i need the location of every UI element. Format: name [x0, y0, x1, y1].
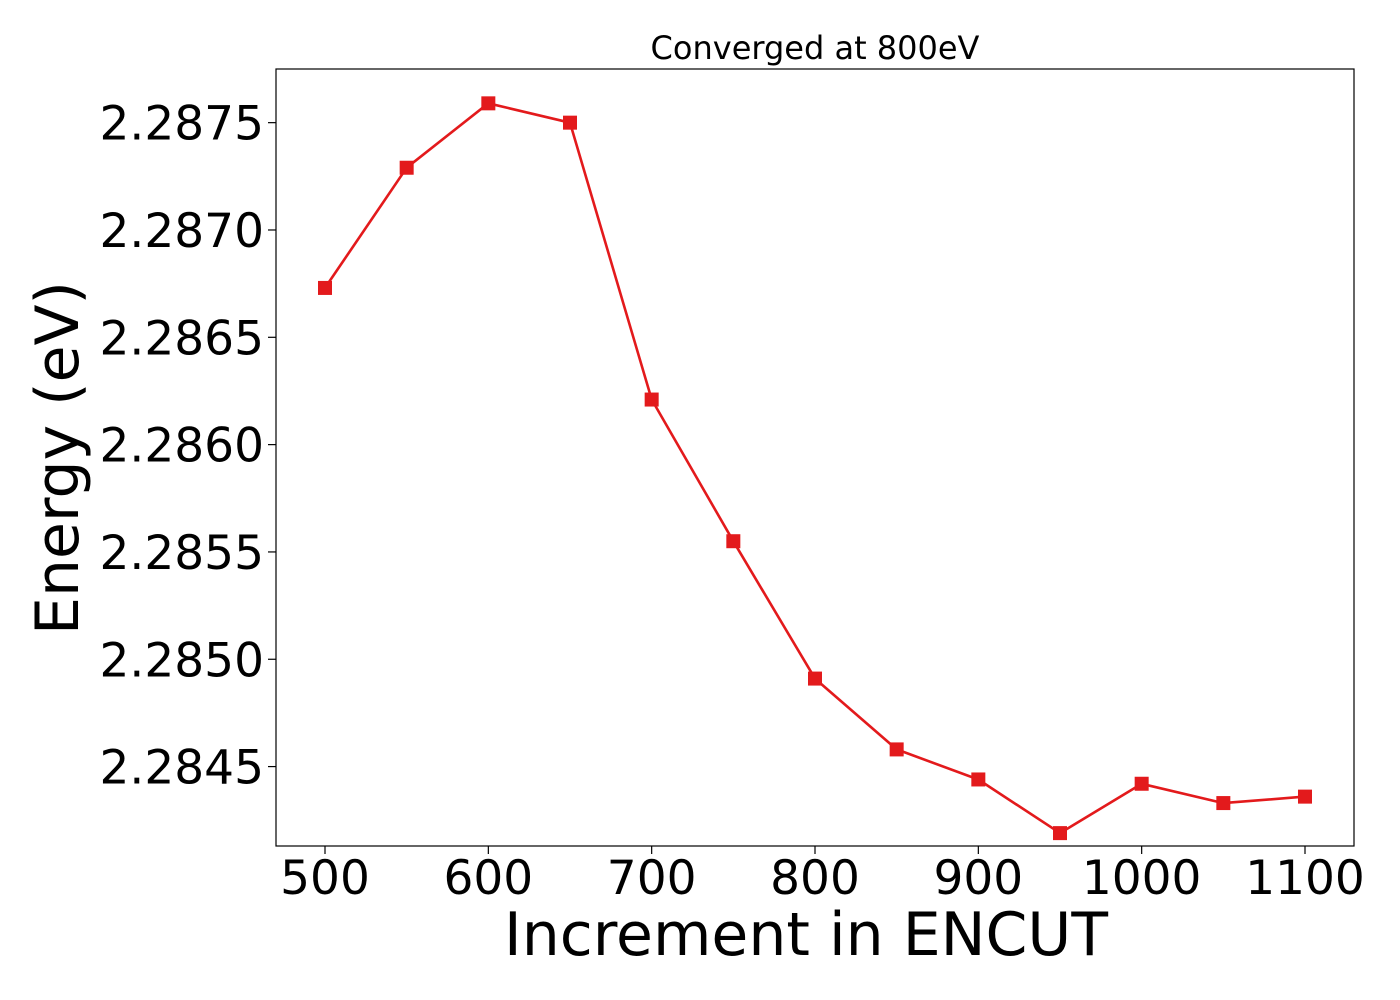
y-tick-label: 2.2875	[100, 97, 264, 152]
data-point-marker	[399, 160, 414, 175]
x-tick-label: 900	[933, 851, 1023, 906]
y-tick-label: 2.2855	[100, 526, 264, 581]
y-tick-label: 2.2860	[100, 419, 264, 474]
y-tick-label: 2.2865	[100, 311, 264, 366]
y-axis-label: Energy (eV)	[23, 281, 93, 635]
x-tick-label: 1000	[1082, 851, 1202, 906]
data-point-marker	[889, 742, 904, 757]
data-point-marker	[971, 772, 986, 787]
x-tick-label: 600	[443, 851, 533, 906]
data-point-marker	[1216, 796, 1231, 811]
chart-title: Converged at 800eV	[651, 29, 980, 67]
data-point-marker	[1134, 776, 1149, 791]
x-tick-label: 700	[607, 851, 697, 906]
x-axis-ticks: 500 600 700 800 900 1000 1100	[280, 846, 1365, 906]
plot-area-frame	[275, 68, 1355, 847]
y-tick-label: 2.2850	[100, 633, 264, 688]
energy-series	[318, 96, 1312, 841]
data-point-marker	[318, 280, 332, 295]
y-tick-label: 2.2870	[100, 204, 264, 259]
x-tick-label: 800	[770, 851, 860, 906]
data-point-marker	[481, 96, 496, 111]
data-point-marker	[808, 671, 822, 686]
data-point-marker	[1053, 826, 1067, 841]
data-point-marker	[563, 115, 577, 130]
data-point-marker	[726, 534, 741, 549]
y-axis-ticks: 2.2845 2.2850 2.2855 2.2860 2.2865 2.2870 2.28…	[100, 97, 276, 796]
data-point-marker	[1298, 789, 1312, 804]
y-tick-label: 2.2845	[100, 741, 264, 796]
series-line	[323, 102, 1306, 835]
x-tick-label: 500	[280, 851, 370, 906]
x-axis-label: Increment in ENCUT	[504, 900, 1108, 970]
data-point-marker	[644, 392, 659, 407]
x-tick-label: 1100	[1245, 851, 1365, 906]
